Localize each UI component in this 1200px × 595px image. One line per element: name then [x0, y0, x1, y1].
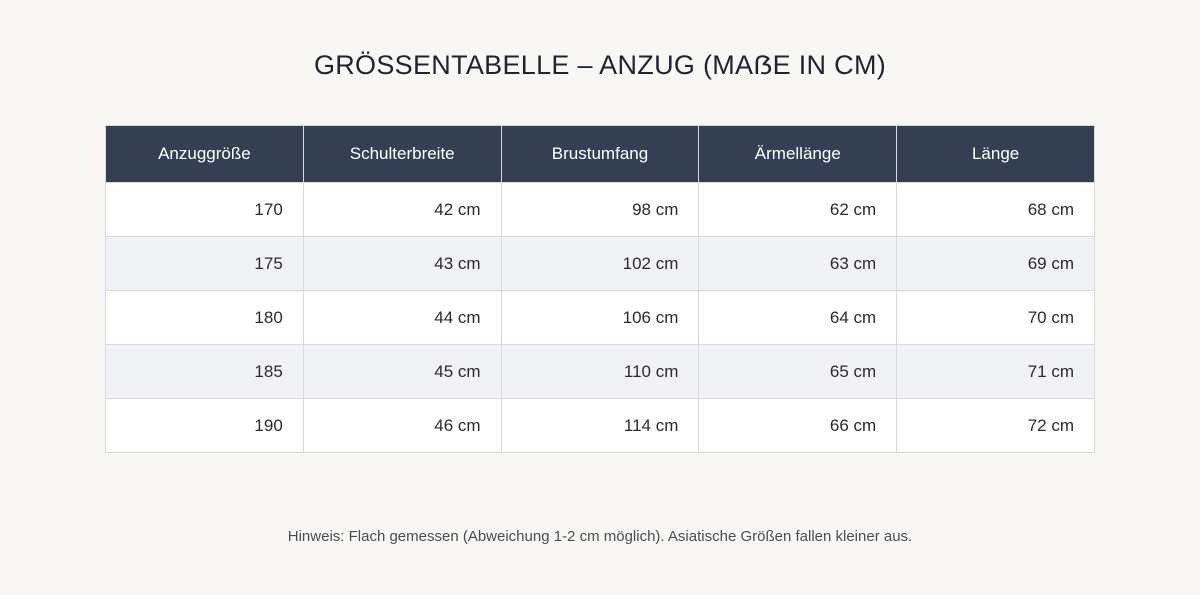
cell-sleeve: 63 cm — [698, 236, 898, 291]
cell-size: 170 — [105, 182, 304, 237]
header-sleeve-length: Ärmellänge — [698, 125, 898, 183]
size-table: Anzuggröße Schulterbreite Brustumfang Är… — [105, 125, 1095, 453]
cell-size: 180 — [105, 290, 304, 345]
cell-shoulder: 43 cm — [302, 236, 502, 291]
cell-length: 72 cm — [896, 398, 1095, 453]
header-shoulder-width: Schulterbreite — [302, 125, 502, 183]
header-suit-size: Anzuggröße — [105, 125, 304, 183]
page-title: GRÖSSENTABELLE – ANZUG (MAẞE IN CM) — [313, 50, 887, 80]
cell-chest: 114 cm — [500, 398, 700, 453]
measurement-note: Hinweis: Flach gemessen (Abweichung 1-2 … — [287, 528, 913, 545]
table-row: 190 46 cm 114 cm 66 cm 72 cm — [105, 398, 1095, 453]
table-row: 175 43 cm 102 cm 63 cm 69 cm — [105, 236, 1095, 291]
cell-chest: 110 cm — [500, 344, 700, 399]
cell-shoulder: 42 cm — [302, 182, 502, 237]
table-row: 185 45 cm 110 cm 65 cm 71 cm — [105, 344, 1095, 399]
header-chest: Brustumfang — [500, 125, 700, 183]
cell-chest: 106 cm — [500, 290, 700, 345]
cell-chest: 102 cm — [500, 236, 700, 291]
cell-sleeve: 62 cm — [698, 182, 898, 237]
table-header-row: Anzuggröße Schulterbreite Brustumfang Är… — [105, 125, 1095, 183]
cell-shoulder: 45 cm — [302, 344, 502, 399]
cell-length: 70 cm — [896, 290, 1095, 345]
cell-size: 175 — [105, 236, 304, 291]
cell-sleeve: 66 cm — [698, 398, 898, 453]
cell-size: 185 — [105, 344, 304, 399]
cell-length: 71 cm — [896, 344, 1095, 399]
cell-length: 69 cm — [896, 236, 1095, 291]
header-length: Länge — [896, 125, 1095, 183]
table-row: 170 42 cm 98 cm 62 cm 68 cm — [105, 182, 1095, 237]
cell-length: 68 cm — [896, 182, 1095, 237]
cell-size: 190 — [105, 398, 304, 453]
cell-shoulder: 46 cm — [302, 398, 502, 453]
cell-sleeve: 65 cm — [698, 344, 898, 399]
table-row: 180 44 cm 106 cm 64 cm 70 cm — [105, 290, 1095, 345]
cell-shoulder: 44 cm — [302, 290, 502, 345]
cell-chest: 98 cm — [500, 182, 700, 237]
cell-sleeve: 64 cm — [698, 290, 898, 345]
